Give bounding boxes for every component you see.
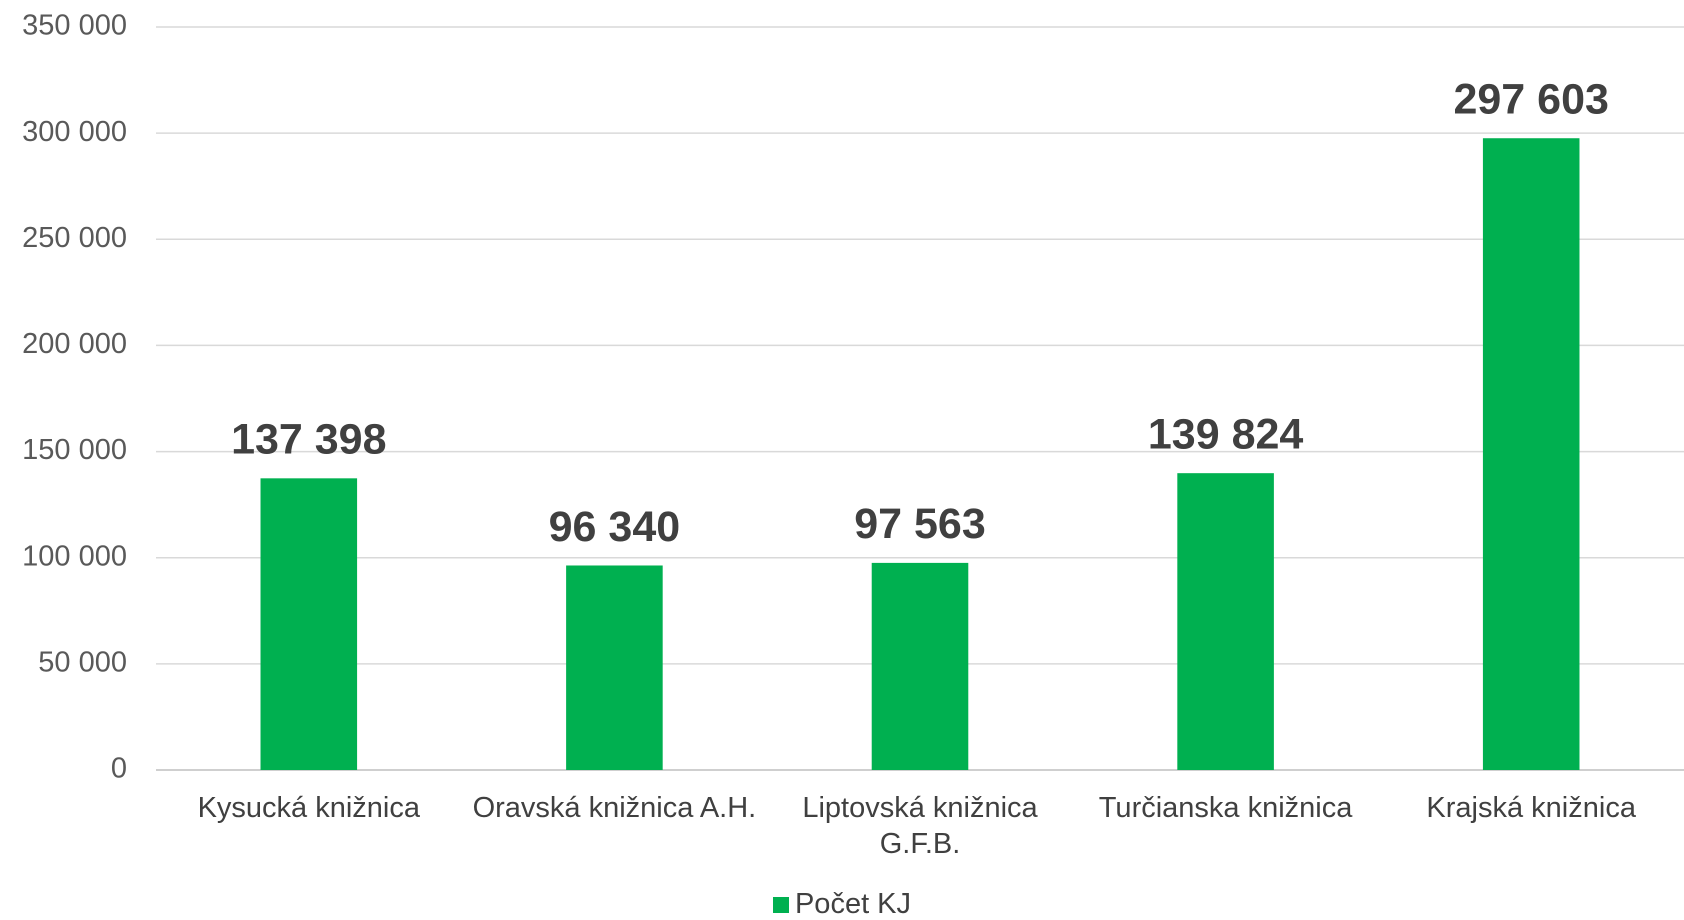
y-tick-label: 150 000 xyxy=(22,434,127,466)
bar xyxy=(566,565,663,770)
y-tick-label: 200 000 xyxy=(22,328,127,360)
legend: Počet KJ xyxy=(0,888,1684,920)
y-tick-label: 50 000 xyxy=(38,647,127,679)
x-tick-label: Liptovská knižnica G.F.B. xyxy=(802,792,1038,860)
data-label: 96 340 xyxy=(549,503,681,551)
legend-label: Počet KJ xyxy=(794,888,912,920)
x-tick-label: Krajská knižnica xyxy=(1426,792,1636,824)
x-tick-label: Turčianska knižnica xyxy=(1098,792,1353,824)
x-tick-label: Kysucká knižnica xyxy=(197,792,421,824)
data-label: 139 824 xyxy=(1148,411,1304,459)
data-label: 297 603 xyxy=(1453,76,1608,124)
bar xyxy=(1482,138,1580,771)
bar xyxy=(260,478,358,770)
legend-swatch xyxy=(772,897,789,914)
data-label: 97 563 xyxy=(854,500,986,548)
y-tick-label: 250 000 xyxy=(22,222,127,254)
y-tick-label: 350 000 xyxy=(22,10,127,42)
x-tick-label: Oravská knižnica A.H. xyxy=(472,792,757,824)
bar xyxy=(871,562,969,770)
y-tick-label: 300 000 xyxy=(22,116,127,148)
y-tick-label: 100 000 xyxy=(22,540,127,572)
y-tick-label: 0 xyxy=(111,753,127,785)
data-label: 137 398 xyxy=(231,416,386,464)
bar xyxy=(1177,473,1274,770)
